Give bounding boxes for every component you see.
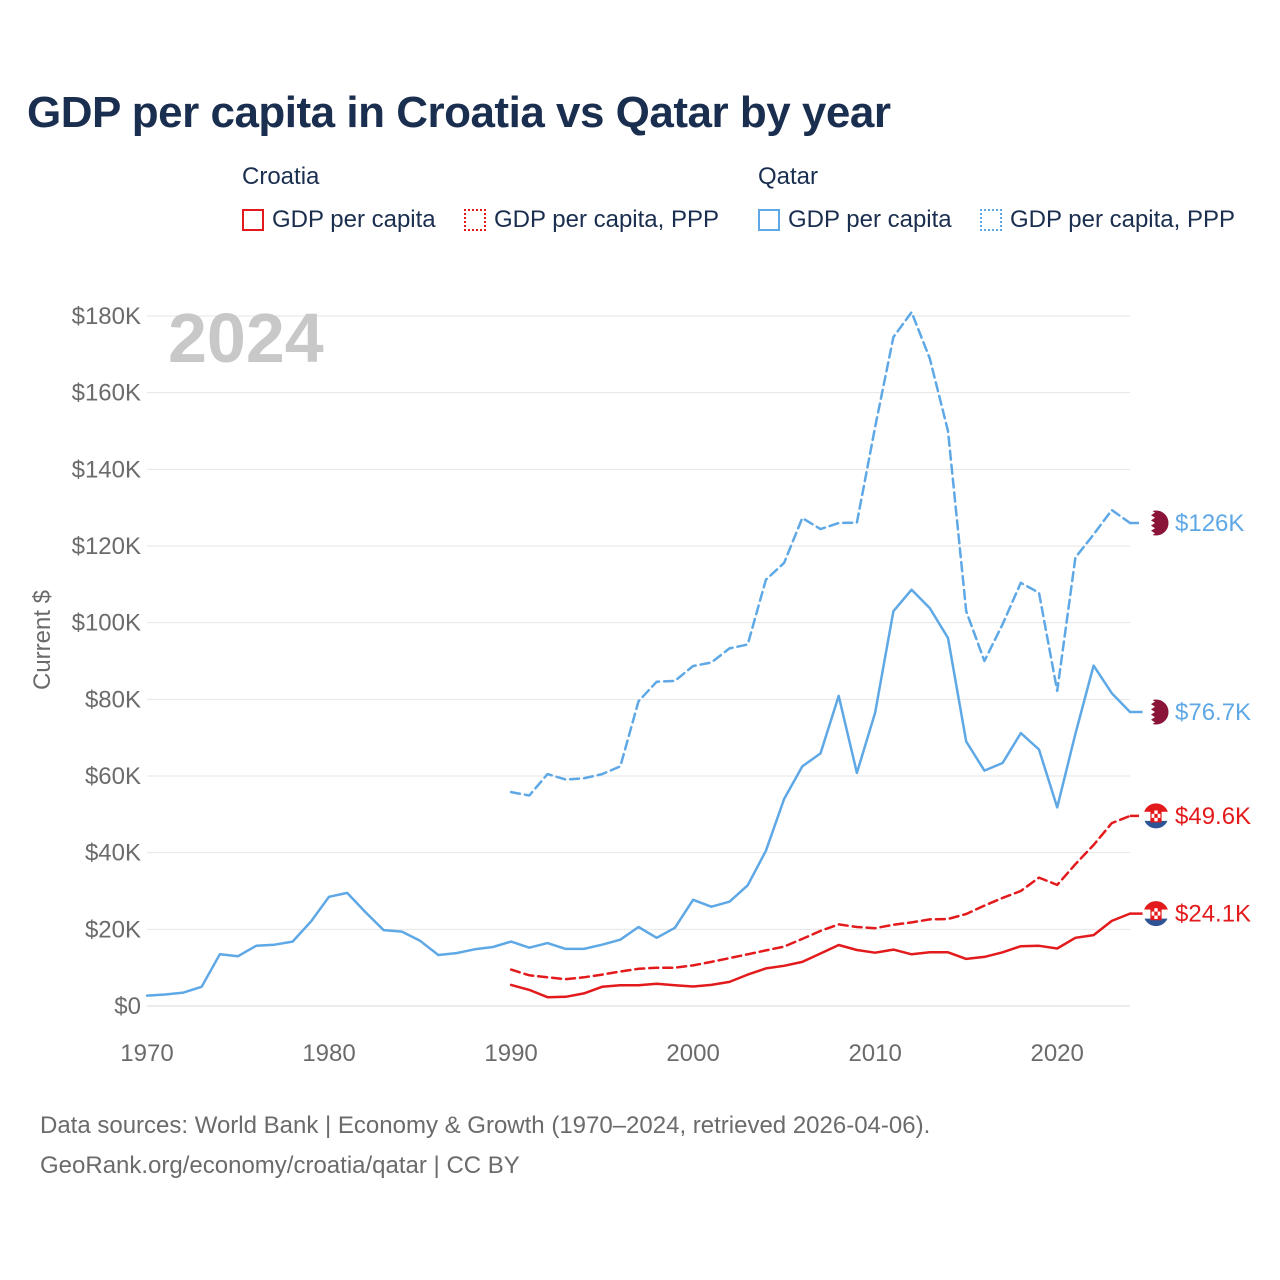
legend-item-croatia-gdp-ppp[interactable]: GDP per capita, PPP <box>464 205 719 235</box>
legend-item-croatia-gdp[interactable]: GDP per capita <box>242 205 436 235</box>
legend-swatch-dotted <box>980 209 1002 231</box>
y-tick-label: $20K <box>85 916 141 943</box>
x-tick-label: 2020 <box>1030 1040 1083 1067</box>
y-tick-label: $160K <box>72 380 141 407</box>
x-tick-label: 1990 <box>484 1040 537 1067</box>
series-lines <box>145 310 1132 999</box>
legend-item-qatar-gdp-ppp[interactable]: GDP per capita, PPP <box>980 205 1235 235</box>
legend-label: GDP per capita <box>788 206 952 233</box>
footer: Data sources: World Bank | Economy & Gro… <box>40 1106 930 1186</box>
series-line-0 <box>145 588 1132 997</box>
x-tick-label: 1970 <box>120 1040 173 1067</box>
end-value-label: $49.6K <box>1175 803 1251 830</box>
end-markers: $76.7K $126K $49.6K $24.1K <box>1130 509 1251 928</box>
x-tick-label: 2010 <box>848 1040 901 1067</box>
legend-swatch-dotted <box>464 209 486 231</box>
x-axis-ticks: 1970 1980 1990 2000 2010 2020 <box>120 1040 1084 1067</box>
y-tick-label: $100K <box>72 610 141 637</box>
source-url-text: GeoRank.org/economy/croatia/qatar | CC B… <box>40 1152 520 1179</box>
y-tick-label: $140K <box>72 456 141 483</box>
end-value-label: $126K <box>1175 510 1244 537</box>
x-tick-label: 2000 <box>666 1040 719 1067</box>
legend-label: GDP per capita, PPP <box>1010 206 1235 233</box>
y-tick-label: $60K <box>85 763 141 790</box>
legend-label: GDP per capita, PPP <box>494 206 719 233</box>
y-tick-label: $0 <box>114 993 141 1020</box>
y-tick-label: $80K <box>85 686 141 713</box>
series-line-2 <box>509 814 1132 981</box>
series-line-3 <box>509 912 1132 999</box>
legend-group-qatar: Qatar <box>758 163 819 190</box>
end-value-label: $76.7K <box>1175 699 1251 726</box>
chart-title: GDP per capita in Croatia vs Qatar by ye… <box>27 88 891 137</box>
data-source-text: Data sources: World Bank | Economy & Gro… <box>40 1112 931 1139</box>
croatia-flag-icon <box>1142 900 1170 928</box>
series-line-1 <box>509 310 1132 797</box>
y-tick-label: $120K <box>72 533 141 560</box>
y-tick-label: $40K <box>85 840 141 867</box>
legend-label: GDP per capita <box>272 206 436 233</box>
legend-swatch-solid <box>758 209 780 231</box>
y-axis-ticks: $0 $20K $40K $60K $80K $100K $120K $140K $160K $1… <box>72 303 141 1020</box>
qatar-flag-icon <box>1142 698 1170 726</box>
year-watermark: 2024 <box>168 299 324 377</box>
legend-swatch-solid <box>242 209 264 231</box>
qatar-flag-icon <box>1142 509 1170 537</box>
grid-lines <box>147 315 1130 1007</box>
croatia-flag-icon <box>1142 802 1170 830</box>
y-axis-label: Current $ <box>29 590 56 690</box>
end-value-label: $24.1K <box>1175 901 1251 928</box>
legend-group-croatia: Croatia <box>242 163 320 190</box>
legend-item-qatar-gdp[interactable]: GDP per capita <box>758 205 952 235</box>
x-tick-label: 1980 <box>302 1040 355 1067</box>
y-tick-label: $180K <box>72 303 141 330</box>
